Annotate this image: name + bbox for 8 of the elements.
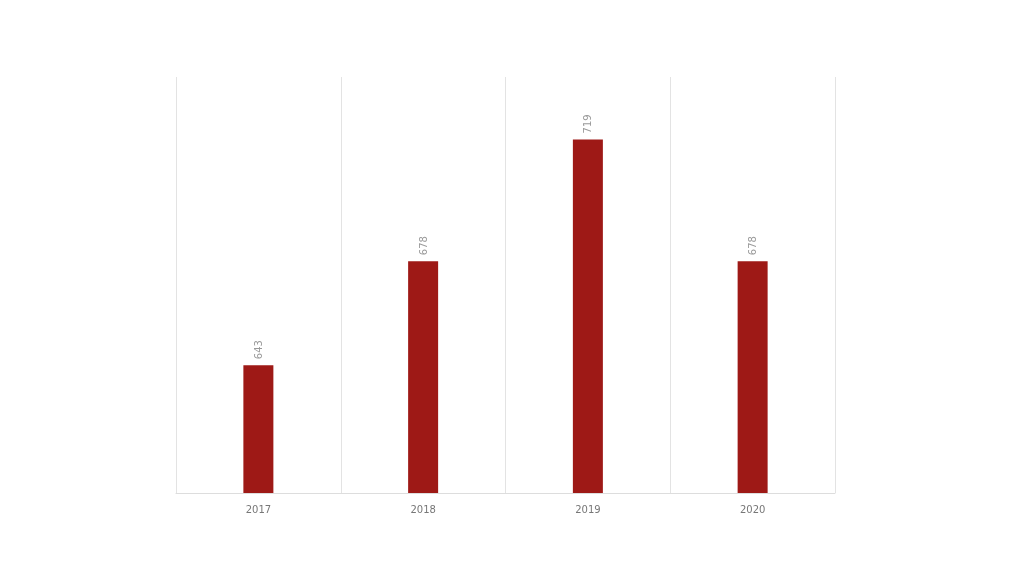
- data-label: 678: [417, 236, 429, 256]
- data-label: 719: [582, 114, 594, 134]
- x-tick-label: 2018: [410, 503, 436, 515]
- x-tick-label: 2019: [575, 503, 601, 515]
- x-tick-label: 2020: [739, 503, 766, 515]
- data-label: 678: [747, 236, 759, 256]
- data-label: 643: [252, 340, 264, 360]
- x-tick-label: 2017: [245, 503, 272, 515]
